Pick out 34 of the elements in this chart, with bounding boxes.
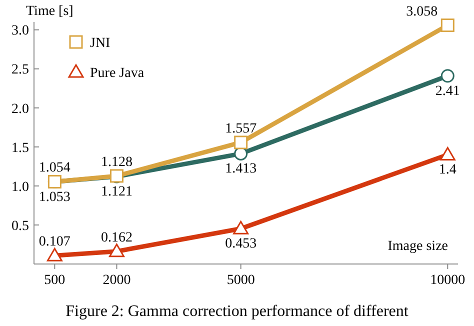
y-tick-label: 3.0 — [12, 24, 29, 39]
x-tick-label: 10000 — [430, 273, 466, 288]
y-tick-label: 0.5 — [12, 218, 29, 234]
data-label: 1.128 — [100, 154, 132, 170]
data-label: 1.121 — [100, 184, 132, 200]
y-tick-label: 2.5 — [12, 62, 29, 78]
data-label: 1.053 — [38, 190, 70, 205]
data-label: 0.162 — [100, 230, 132, 246]
data-label: 0.107 — [38, 234, 70, 250]
data-label: 1.557 — [225, 121, 257, 136]
caption: Figure 2: Gamma correction performance of different — [66, 303, 409, 320]
y-axis-title: Time [s] — [26, 4, 74, 19]
x-tick-label: 500 — [44, 273, 66, 288]
x-tick-label: 5000 — [226, 273, 255, 288]
y-tick-label: 2.0 — [12, 102, 29, 117]
data-label: 0.453 — [225, 236, 257, 252]
y-tick-label: 1.5 — [12, 140, 29, 156]
point — [108, 244, 124, 258]
point — [233, 220, 249, 234]
point — [440, 69, 454, 83]
x-tick-label: 2000 — [102, 273, 131, 288]
y-tick-label: 1.0 — [12, 180, 29, 195]
data-label: 2.41 — [435, 84, 460, 99]
point — [440, 146, 456, 160]
legend-label: Pure Java — [90, 66, 145, 81]
data-label: 1.4 — [438, 162, 456, 178]
data-label: 1.413 — [225, 162, 257, 177]
x-axis-title: Image size — [388, 239, 448, 254]
data-label: 3.058 — [406, 4, 438, 20]
point — [234, 136, 248, 150]
point — [440, 18, 454, 32]
legend-label: JNI — [90, 36, 111, 51]
data-label: 1.054 — [38, 160, 70, 176]
point — [46, 248, 62, 262]
